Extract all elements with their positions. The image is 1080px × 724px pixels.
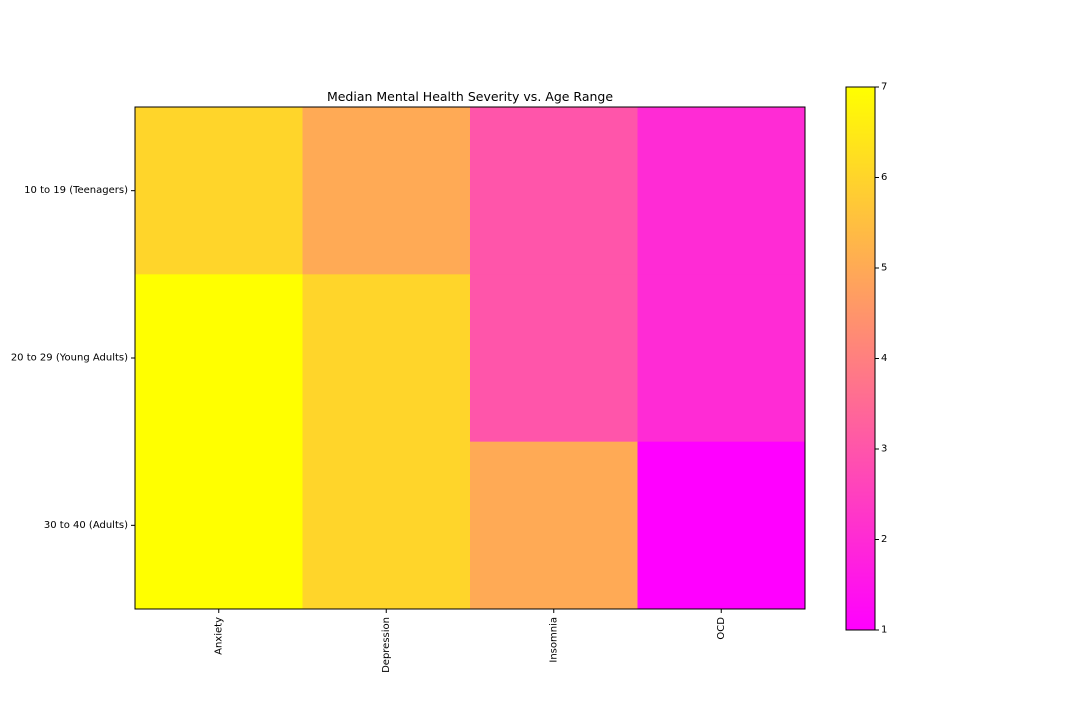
colorbar-ticks: 1 2 3 4 5 6 7 — [875, 82, 887, 636]
colorbar-tick-label: 1 — [881, 625, 887, 636]
colorbar-tick-label: 3 — [881, 444, 887, 455]
heatmap-cell — [135, 274, 303, 443]
colorbar-tick-label: 6 — [881, 172, 887, 183]
y-tick-label: 30 to 40 (Adults) — [44, 520, 128, 531]
colorbar-tick-label: 4 — [881, 353, 887, 364]
heatmap-cell — [470, 441, 638, 610]
heatmap-cells — [135, 107, 806, 610]
heatmap-cell — [302, 107, 471, 275]
x-tick-label: Insomnia — [548, 617, 559, 663]
y-tick-label: 20 to 29 (Young Adults) — [11, 353, 128, 364]
heatmap-cell — [637, 274, 806, 443]
y-axis-ticks: 10 to 19 (Teenagers) 20 to 29 (Young Adul… — [11, 185, 135, 531]
heatmap-cell — [637, 107, 806, 275]
colorbar-tick-label: 2 — [881, 534, 887, 545]
heatmap-cell — [302, 441, 471, 610]
y-tick-label: 10 to 19 (Teenagers) — [24, 185, 128, 196]
x-tick-label: Depression — [381, 617, 392, 673]
chart-title: Median Mental Health Severity vs. Age Ra… — [327, 89, 613, 104]
heatmap-cell — [637, 441, 806, 610]
x-tick-label: OCD — [716, 617, 727, 640]
colorbar — [845, 86, 876, 631]
colorbar-tick-label: 7 — [881, 82, 887, 93]
x-tick-label: Anxiety — [213, 617, 224, 655]
colorbar-tick-label: 5 — [881, 263, 887, 274]
heatmap-cell — [470, 274, 638, 443]
heatmap-cell — [470, 107, 638, 275]
heatmap-cell — [302, 274, 471, 443]
x-axis-ticks: Anxiety Depression Insomnia OCD — [213, 609, 727, 673]
heatmap-cell — [135, 107, 303, 275]
heatmap-cell — [135, 441, 303, 610]
